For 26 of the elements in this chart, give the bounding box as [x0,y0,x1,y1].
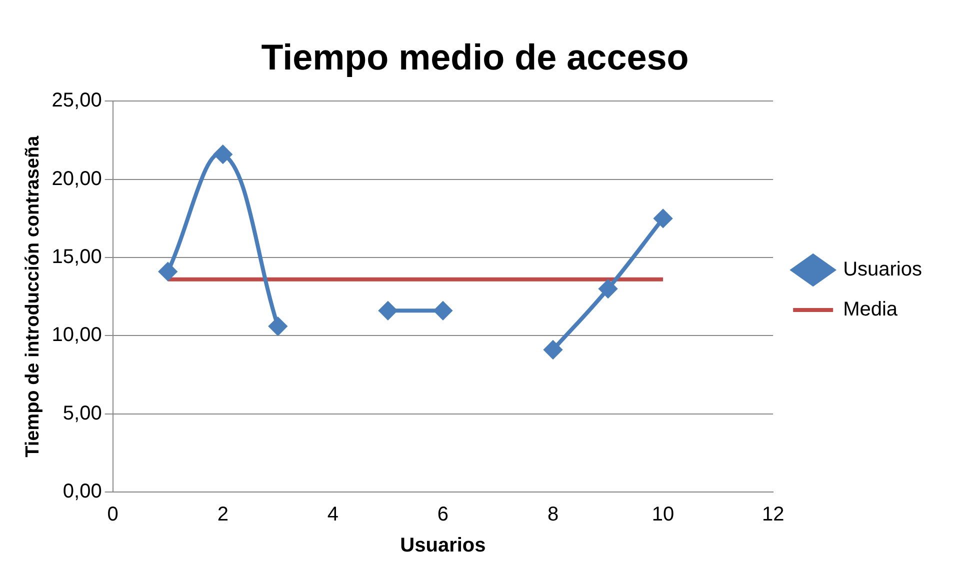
point [158,262,177,281]
point [654,209,672,228]
y-tick-label: 5,00 [62,402,102,424]
x-tick-label: 2 [217,504,228,526]
point [268,317,287,336]
y-tick-label: 10,00 [52,324,102,346]
legend-label: Media [843,298,898,321]
x-tick-label: 10 [652,504,674,526]
x-tick-label: 4 [327,504,338,526]
point [434,302,452,320]
y-axis-title: Tiempo de introducción contraseña [22,135,44,458]
chart-title: Tiempo medio de acceso [261,36,689,78]
y-tick-label: 0,00 [62,480,102,503]
point [599,280,618,298]
x-tick-label: 8 [547,504,559,526]
x-axis-title: Usuarios [400,534,486,557]
x-tick-label: 0 [107,504,118,526]
y-tick-label: 25,00 [52,90,102,112]
y-tick-label: 20,00 [52,168,102,190]
x-tick-label: 6 [437,504,449,526]
y-tick-label: 15,00 [52,246,102,268]
point [378,302,397,320]
point [544,340,562,359]
x-tick-label: 12 [762,504,784,526]
point [214,145,232,164]
legend-label: Usuarios [843,258,922,281]
